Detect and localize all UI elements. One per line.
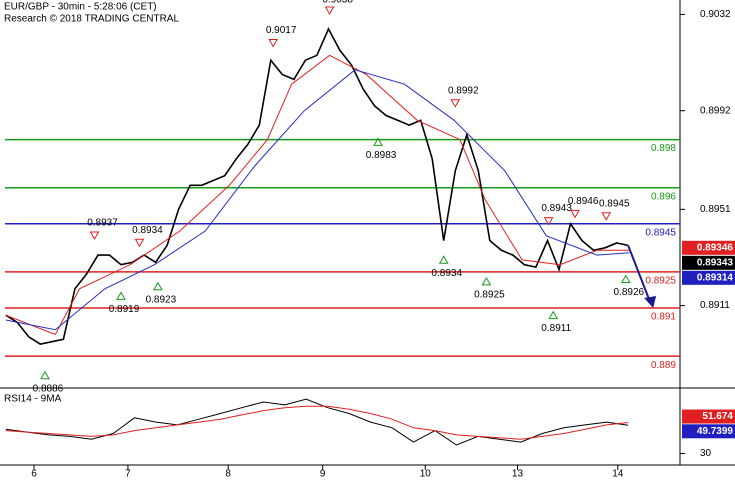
x-tick-label: 13 bbox=[512, 469, 524, 480]
price-line bbox=[5, 27, 629, 345]
low-label: 0.8919 bbox=[109, 304, 140, 315]
low-marker bbox=[438, 255, 449, 264]
level-label: 0.896 bbox=[651, 191, 676, 202]
low-label: 0.8923 bbox=[146, 294, 177, 305]
high-marker bbox=[134, 238, 145, 248]
moving-average bbox=[5, 54, 630, 336]
rsi-title: RSI14 - 9MA bbox=[4, 394, 62, 405]
chart-title: EUR/GBP - 30min - 5:28:06 (CET) bbox=[4, 2, 157, 13]
rsi-box bbox=[682, 409, 735, 424]
low-label: 0.8983 bbox=[366, 150, 397, 161]
price-box-label: 0.89346 bbox=[697, 242, 734, 253]
high-marker bbox=[543, 217, 554, 226]
y-tick-label: 0.8992 bbox=[700, 105, 731, 116]
high-marker bbox=[450, 99, 461, 108]
rsi-box bbox=[682, 424, 735, 439]
y-tick-label: 0.9032 bbox=[700, 9, 731, 20]
rsi-ma bbox=[5, 405, 629, 440]
high-marker bbox=[570, 209, 580, 219]
x-tick-label: 10 bbox=[420, 469, 432, 480]
high-label: 0.8946 bbox=[568, 196, 599, 207]
low-marker bbox=[116, 291, 126, 300]
low-marker bbox=[40, 370, 50, 380]
price-box bbox=[682, 240, 735, 255]
forecast-arrow bbox=[627, 245, 652, 303]
low-label: 0.8926 bbox=[614, 287, 645, 298]
high-label: 0.8943 bbox=[541, 203, 572, 214]
low-label: 0.8925 bbox=[474, 290, 505, 301]
rsi-tick-label: 30 bbox=[700, 448, 712, 459]
x-tick-label: 6 bbox=[31, 469, 37, 480]
low-label: 0.8934 bbox=[431, 268, 462, 279]
low-label: 0.8886 bbox=[33, 383, 64, 394]
y-tick-label: 0.8911 bbox=[700, 300, 730, 311]
x-tick-label: 7 bbox=[125, 469, 131, 480]
low-marker bbox=[153, 281, 163, 291]
price-box-label: 0.89343 bbox=[697, 257, 734, 268]
x-tick-label: 8 bbox=[225, 469, 231, 480]
moving-average bbox=[5, 69, 630, 331]
chart-subtitle: Research © 2018 TRADING CENTRAL bbox=[4, 14, 179, 25]
rsi-line bbox=[5, 398, 629, 446]
level-label: 0.898 bbox=[651, 143, 676, 154]
y-tick-label: 0.8951 bbox=[700, 204, 731, 215]
x-tick-label: 9 bbox=[320, 469, 326, 480]
high-label: 0.8992 bbox=[448, 85, 479, 96]
rsi-box-label: 51.674 bbox=[702, 411, 733, 422]
high-marker bbox=[268, 39, 279, 48]
price-panel bbox=[5, 27, 680, 357]
high-label: 0.8945 bbox=[599, 198, 630, 209]
low-marker bbox=[373, 137, 383, 146]
level-label: 0.8945 bbox=[645, 227, 676, 238]
rsi-box-label: 49.7399 bbox=[697, 426, 734, 437]
high-marker bbox=[324, 6, 335, 16]
forecast-arrowhead bbox=[644, 296, 657, 308]
low-label: 0.8911 bbox=[541, 323, 571, 334]
high-label: 0.9038 bbox=[322, 0, 353, 6]
high-label: 0.8937 bbox=[87, 218, 118, 229]
level-label: 0.8925 bbox=[645, 276, 676, 287]
price-box bbox=[682, 270, 735, 285]
high-marker bbox=[601, 212, 612, 221]
low-marker bbox=[548, 310, 559, 320]
price-box bbox=[682, 255, 735, 270]
high-marker bbox=[89, 231, 100, 241]
level-label: 0.891 bbox=[651, 312, 676, 323]
x-tick-label: 14 bbox=[612, 469, 624, 480]
low-marker bbox=[481, 276, 492, 286]
price-box-label: 0.89314 bbox=[697, 272, 734, 283]
high-label: 0.9017 bbox=[266, 25, 297, 36]
rsi-panel bbox=[5, 398, 629, 446]
level-label: 0.889 bbox=[651, 360, 676, 371]
low-marker bbox=[620, 274, 631, 283]
high-label: 0.8934 bbox=[132, 225, 163, 236]
